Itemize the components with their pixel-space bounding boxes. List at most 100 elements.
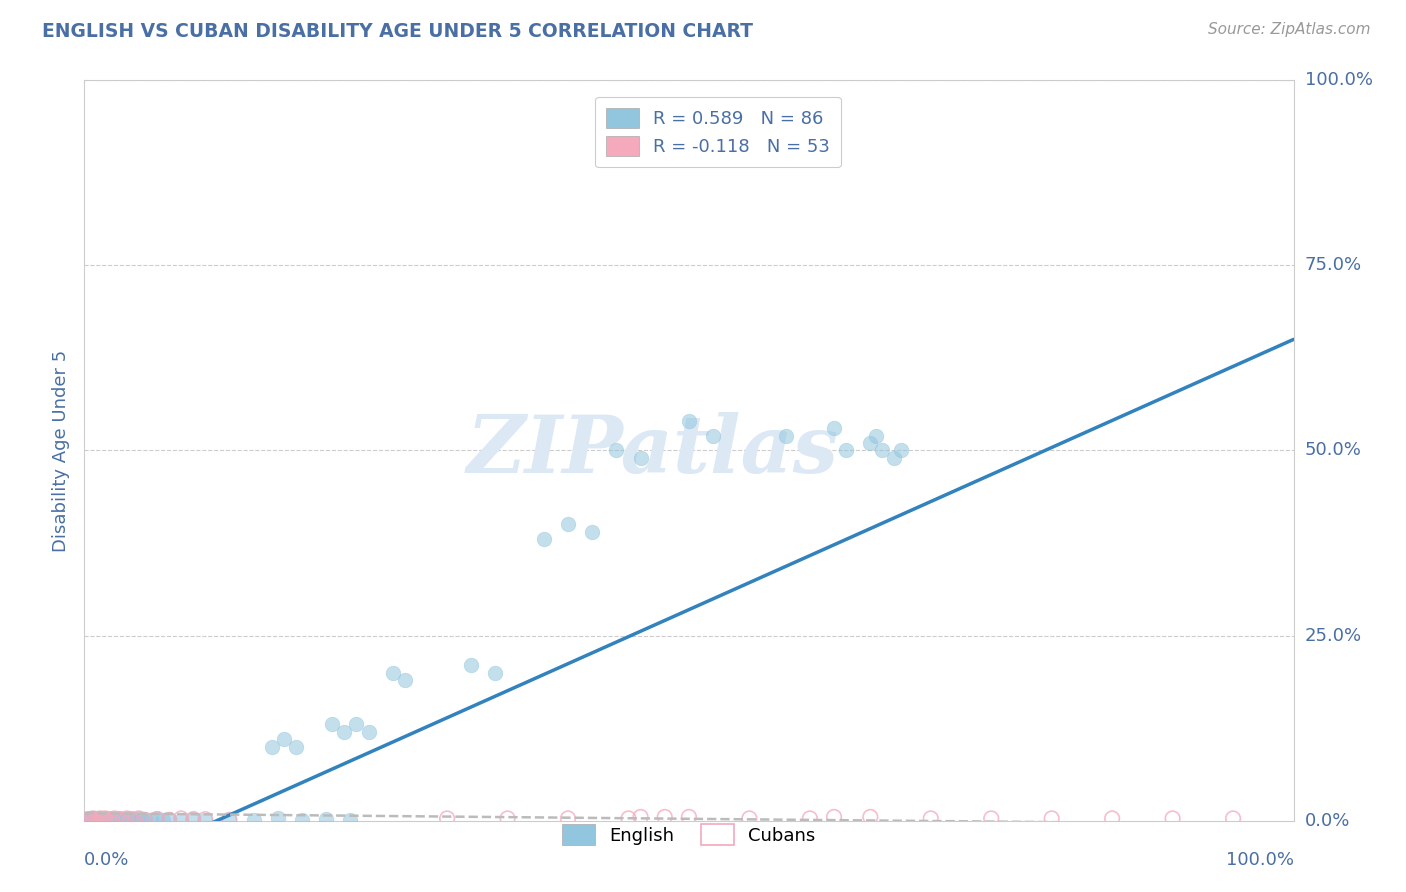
Point <box>104 812 127 826</box>
Point <box>194 813 217 827</box>
Y-axis label: Disability Age Under 5: Disability Age Under 5 <box>52 350 70 551</box>
Point <box>97 813 120 827</box>
Point <box>83 813 105 827</box>
Point <box>80 813 103 827</box>
Point <box>242 813 264 827</box>
Point <box>134 813 156 827</box>
Point <box>859 810 882 824</box>
Point <box>104 812 127 826</box>
Point <box>170 812 193 826</box>
Text: 0.0%: 0.0% <box>1305 812 1350 830</box>
Point <box>101 812 124 826</box>
Point <box>112 813 135 827</box>
Point <box>131 813 153 827</box>
Point <box>181 813 204 827</box>
Point <box>80 812 103 826</box>
Point <box>859 436 882 450</box>
Point <box>77 813 100 827</box>
Point <box>91 812 114 826</box>
Point <box>920 812 942 826</box>
Point <box>90 813 112 827</box>
Point <box>110 813 132 827</box>
Point <box>654 810 676 824</box>
Point <box>157 812 180 826</box>
Point <box>84 813 107 827</box>
Point <box>91 812 114 826</box>
Point <box>1161 812 1184 826</box>
Point <box>77 813 100 827</box>
Point <box>630 810 652 824</box>
Point <box>82 812 104 826</box>
Point <box>94 812 117 826</box>
Point <box>139 813 162 827</box>
Point <box>107 813 129 827</box>
Point <box>83 813 105 827</box>
Point <box>86 812 108 826</box>
Point <box>678 414 700 428</box>
Point <box>484 665 506 680</box>
Point <box>381 665 404 680</box>
Point <box>112 812 135 826</box>
Point <box>267 812 290 826</box>
Point <box>84 812 107 826</box>
Point <box>1222 812 1244 826</box>
Point <box>86 813 108 827</box>
Point <box>89 812 111 826</box>
Point <box>346 717 368 731</box>
Point <box>76 813 98 827</box>
Point <box>333 724 356 739</box>
Point <box>79 812 101 826</box>
Point <box>75 813 97 827</box>
Point <box>146 812 169 826</box>
Point <box>128 812 150 826</box>
Point <box>110 812 132 826</box>
Point <box>436 812 458 826</box>
Point <box>77 812 100 826</box>
Point <box>94 812 117 826</box>
Text: ZIPatlas: ZIPatlas <box>467 412 839 489</box>
Point <box>339 813 361 827</box>
Point <box>82 812 104 826</box>
Point <box>835 443 858 458</box>
Point <box>128 812 150 826</box>
Point <box>89 812 111 826</box>
Point <box>883 450 905 465</box>
Point <box>678 810 700 824</box>
Point <box>170 813 193 827</box>
Point <box>87 813 110 827</box>
Point <box>630 450 652 465</box>
Point <box>87 813 110 827</box>
Point <box>93 813 115 827</box>
Legend: English, Cubans: English, Cubans <box>555 817 823 853</box>
Point <box>77 812 100 826</box>
Point <box>1101 812 1123 826</box>
Point <box>865 428 887 442</box>
Point <box>357 724 380 739</box>
Point <box>181 812 204 826</box>
Text: 100.0%: 100.0% <box>1226 851 1294 869</box>
Point <box>117 812 139 826</box>
Text: 50.0%: 50.0% <box>1305 442 1361 459</box>
Text: 25.0%: 25.0% <box>1305 626 1362 645</box>
Point <box>134 812 156 826</box>
Point <box>121 812 143 826</box>
Point <box>90 813 112 827</box>
Point <box>120 813 142 827</box>
Point <box>76 812 98 826</box>
Point <box>77 812 100 826</box>
Point <box>97 812 120 826</box>
Point <box>100 813 122 827</box>
Point <box>823 810 845 824</box>
Point <box>157 813 180 827</box>
Point <box>114 813 136 827</box>
Point <box>980 812 1002 826</box>
Point <box>86 813 108 827</box>
Point <box>738 812 761 826</box>
Point <box>94 813 117 827</box>
Point <box>291 813 314 827</box>
Point <box>94 813 117 827</box>
Point <box>557 812 579 826</box>
Point <box>98 812 121 826</box>
Point <box>218 813 240 827</box>
Text: 100.0%: 100.0% <box>1305 71 1372 89</box>
